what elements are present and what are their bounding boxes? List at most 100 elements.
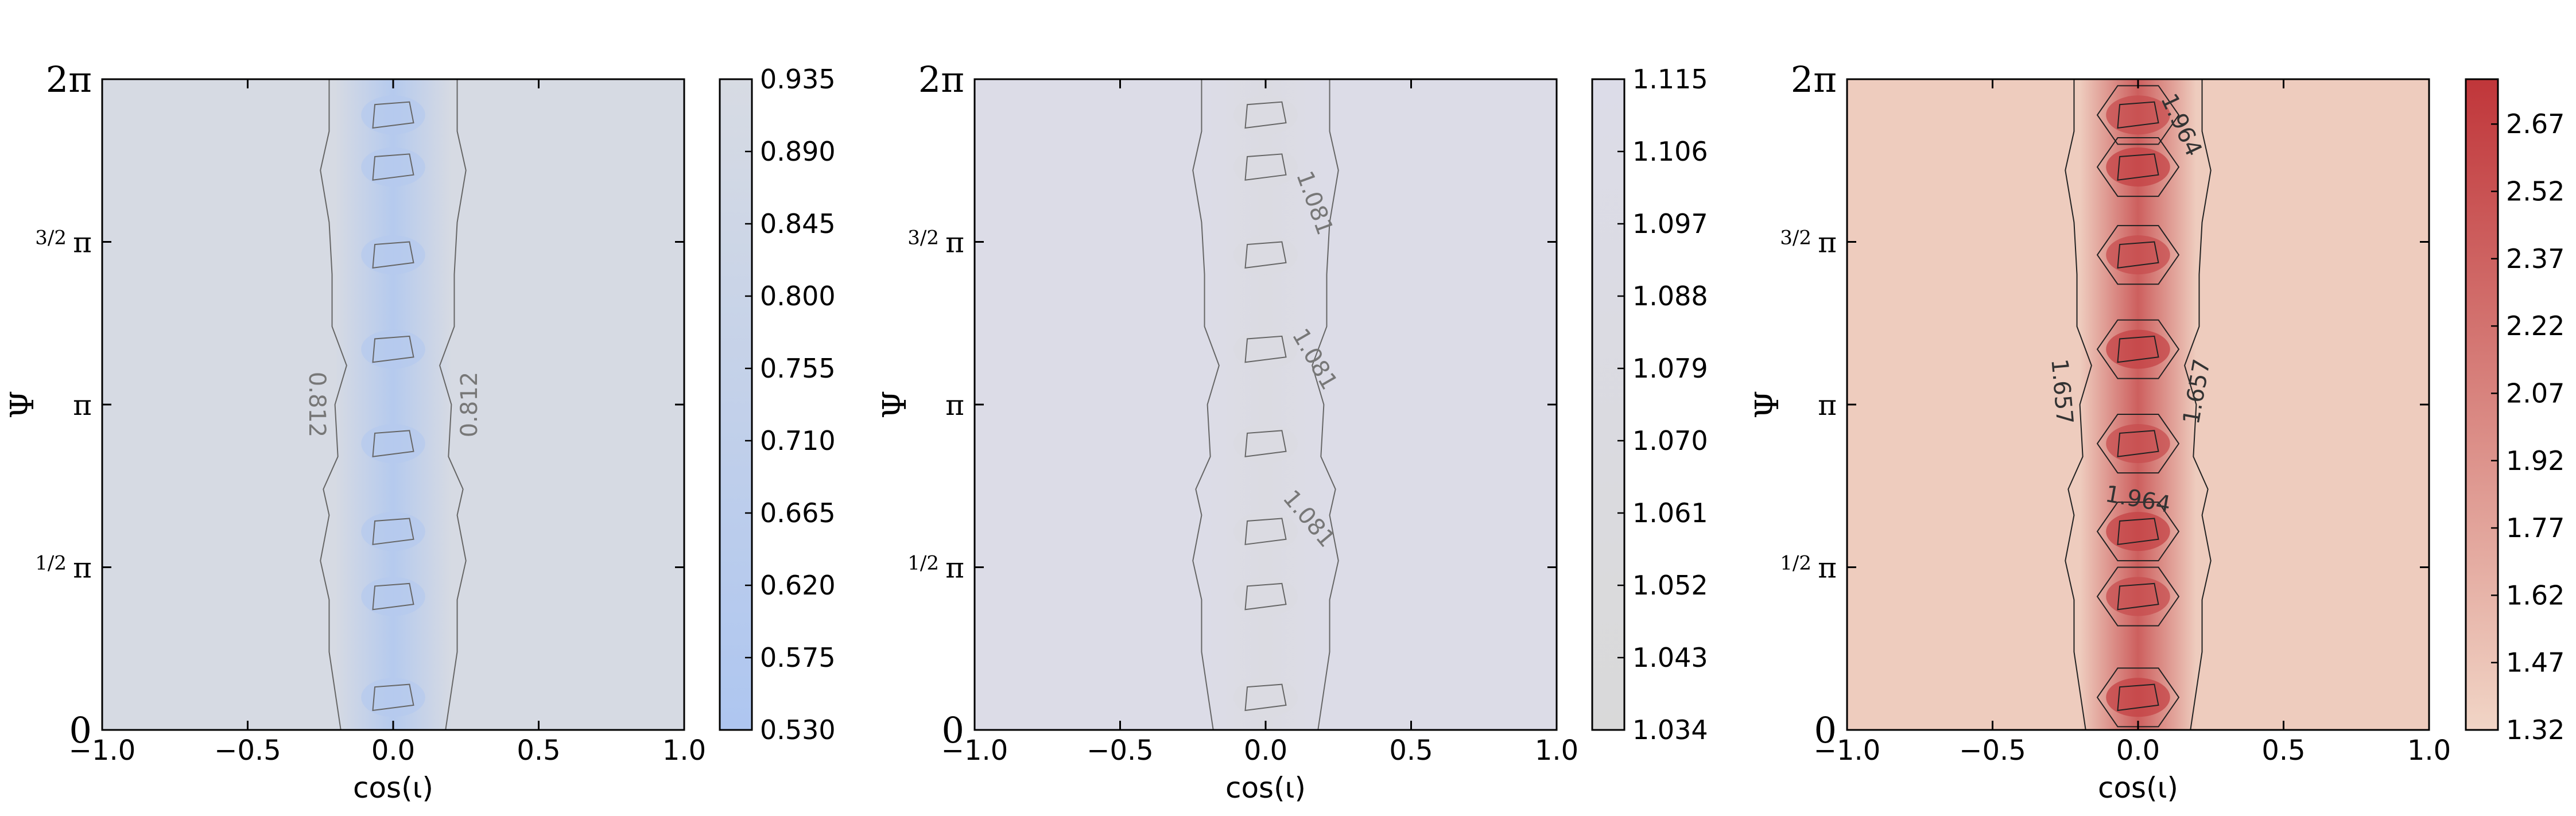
y-tick-fraction: 3/2: [35, 227, 67, 250]
x-tick-label: 0.0: [371, 735, 415, 767]
contour-mid: [2096, 667, 2180, 728]
colorbar-tick-label: 1.070: [1632, 425, 1708, 456]
x-tick-label: −0.5: [1087, 735, 1154, 767]
colorbar-tick-label: 0.710: [760, 425, 836, 456]
x-tick-label: −0.5: [1959, 735, 2026, 767]
colorbar-tick-label: 0.935: [760, 64, 836, 95]
contour-line-left: [1192, 79, 1220, 730]
y-tick-label: 0: [69, 709, 92, 751]
x-tick-label: −1.0: [1814, 735, 1881, 767]
y-tick-label: π: [945, 388, 964, 422]
colorbar-tick-label: 0.665: [760, 498, 836, 529]
contour-inner: [372, 153, 414, 181]
contour-peak: [1233, 678, 1298, 717]
contour-inner: [372, 101, 414, 129]
contour-peak: [361, 329, 425, 369]
contour-line-left: [2065, 79, 2092, 730]
contour-mid: [2096, 225, 2180, 285]
ridge-band: [2022, 79, 2255, 730]
colorbar-tick-label: 1.061: [1632, 498, 1708, 529]
colorbar-tick-label: 0.890: [760, 136, 836, 167]
contour-peak: [361, 678, 425, 717]
contour-inner: [2117, 153, 2159, 181]
y-tick-label: 2π: [46, 59, 92, 100]
contour-inner: [1244, 430, 1287, 457]
contour-peak: [1233, 147, 1298, 187]
colorbar-tick-label: 1.106: [1632, 136, 1708, 167]
colorbar-tick-label: 0.800: [760, 281, 836, 312]
y-tick-fraction: 3/2: [1780, 227, 1811, 250]
contour-label: 1.657: [2046, 358, 2078, 425]
contour-inner: [372, 430, 414, 457]
colorbar-tick-label: 2.37: [2506, 243, 2565, 274]
contour-inner: [2117, 518, 2159, 545]
x-tick-label: 0.0: [1244, 735, 1287, 767]
contour-inner: [1244, 683, 1287, 712]
x-axis-label: cos(ι): [2098, 771, 2178, 805]
y-tick-label: π: [945, 551, 964, 585]
contour-label: 0.812: [304, 372, 330, 438]
contour-line-right: [2184, 79, 2212, 730]
x-tick-label: 0.5: [2261, 735, 2305, 767]
contour-peak: [1233, 329, 1298, 369]
colorbar-tick-label: 0.620: [760, 570, 836, 601]
contour-line-right: [1312, 79, 1339, 730]
contour-peak: [2106, 329, 2170, 369]
colorbar-tick-label: 1.034: [1632, 714, 1708, 745]
contour-peak: [1233, 577, 1298, 616]
contour-mid: [2096, 414, 2180, 474]
colorbar-gradient: [719, 78, 753, 731]
colorbar-tick-label: 1.115: [1632, 64, 1708, 95]
colorbar-tick-label: 1.088: [1632, 281, 1708, 312]
y-tick-label: 2π: [1791, 59, 1837, 100]
contour-mid: [2096, 137, 2180, 197]
contour-mid: [2096, 502, 2180, 562]
y-tick-label: 2π: [918, 59, 964, 100]
x-tick-label: 1.0: [662, 735, 706, 767]
colorbar-tick-label: 1.079: [1632, 353, 1708, 384]
y-axis-label: Ψ: [876, 390, 914, 418]
contour-peak: [1233, 235, 1298, 275]
contour-label: 0.812: [456, 372, 483, 438]
y-tick-label: π: [945, 226, 964, 259]
contour-peak: [361, 424, 425, 464]
contour-inner: [372, 683, 414, 712]
y-tick-label: π: [73, 551, 92, 585]
contour-mid: [2096, 85, 2180, 145]
colorbar-tick-label: 1.32: [2506, 714, 2565, 745]
contour-peak: [361, 95, 425, 135]
x-tick-label: 0.0: [2116, 735, 2160, 767]
contour-peak: [1233, 424, 1298, 464]
contour-inner: [1244, 582, 1287, 611]
colorbar: 2.67 2.52 2.37 2.22 2.07 1.92 1.77 1.62 1.47 1.32: [2465, 78, 2565, 745]
x-tick-label: −0.5: [214, 735, 281, 767]
contour-peak: [1233, 95, 1298, 135]
colorbar-tick-label: 1.052: [1632, 570, 1708, 601]
contour-peak: [2106, 512, 2170, 551]
x-tick-label: −1.0: [941, 735, 1008, 767]
contour-inner: [2117, 683, 2159, 712]
colorbar-tick-label: 0.575: [760, 642, 836, 673]
contour-inner: [2117, 335, 2159, 363]
y-tick-fraction: 1/2: [907, 552, 939, 575]
contour-inner: [1244, 241, 1287, 269]
x-tick-label: 0.5: [1389, 735, 1433, 767]
x-tick-label: −1.0: [69, 735, 136, 767]
contour-peak: [361, 577, 425, 616]
colorbar-tick-label: 1.097: [1632, 208, 1708, 239]
y-tick-fraction: 1/2: [1780, 552, 1811, 575]
colorbar-tick-label: 1.043: [1632, 642, 1708, 673]
contour-line-right: [439, 79, 467, 730]
contour-inner: [2117, 430, 2159, 457]
colorbar-tick-label: 1.77: [2506, 512, 2565, 543]
y-tick-label: π: [73, 226, 92, 259]
colorbar-tick-label: 2.22: [2506, 310, 2565, 341]
colorbar-tick-label: 1.62: [2506, 580, 2565, 611]
y-tick-label: π: [1818, 551, 1837, 585]
contour-peak: [2106, 235, 2170, 275]
x-axis-label: cos(ι): [1225, 771, 1306, 805]
colorbar: 1.115 1.106 1.097 1.088 1.079 1.070 1.061 1.052…: [1591, 64, 1708, 745]
